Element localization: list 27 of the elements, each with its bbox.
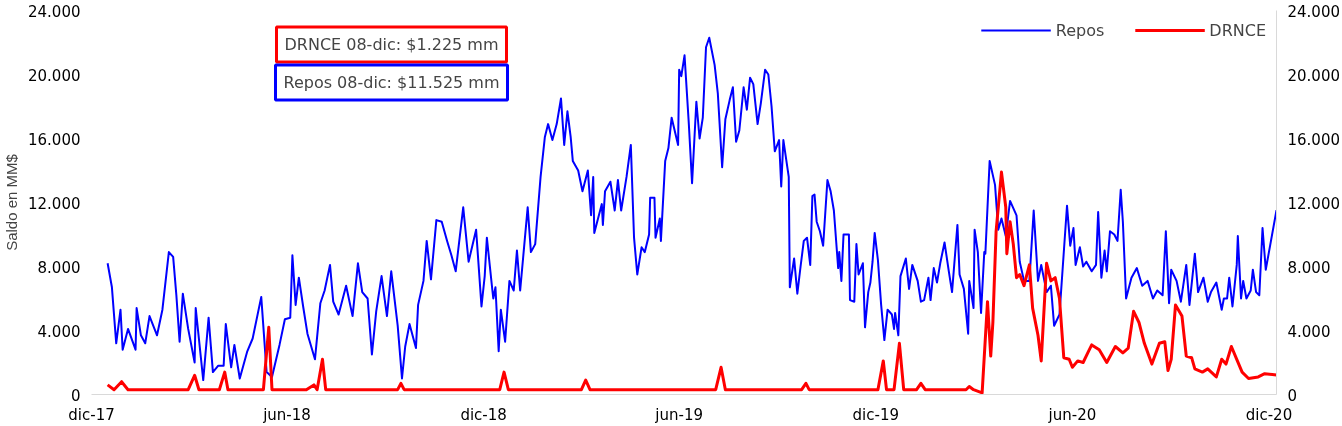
x-tick-label: dic-19: [852, 405, 899, 424]
y2-tick-label: 20.000: [1287, 66, 1340, 85]
x-tick-label: jun-18: [262, 405, 311, 424]
y2-tick-label: 4.000: [1287, 322, 1331, 341]
x-tick-label: dic-18: [460, 405, 507, 424]
x-tick-label: dic-17: [68, 405, 115, 424]
x-tick-label: jun-19: [654, 405, 704, 424]
y2-tick-label: 12.000: [1287, 194, 1340, 213]
y-tick-label: 24.000: [28, 2, 81, 21]
legend-label: DRNCE: [1209, 20, 1266, 40]
y-tick-label: 16.000: [28, 130, 81, 149]
y-tick-label: 20.000: [28, 66, 81, 85]
y2-tick-label: 0: [1287, 386, 1298, 405]
line-series: [106, 170, 1277, 395]
legend-label: Repos: [1055, 20, 1105, 40]
y-tick-label: 12.000: [28, 194, 81, 213]
y-tick-label: 4.000: [37, 322, 81, 341]
y-tick-label: 8.000: [37, 258, 81, 277]
y-tick-label: 0: [70, 386, 81, 405]
y-axis-title: Saldo en MM$: [3, 153, 21, 251]
x-tick-label: jun-20: [1047, 405, 1097, 424]
y2-tick-label: 24.000: [1287, 2, 1340, 21]
x-tick-label: dic-20: [1245, 405, 1293, 424]
y2-tick-label: 16.000: [1287, 130, 1340, 149]
annotation: DRNCE 08-dic: $1.225 mm: [284, 35, 499, 54]
y2-tick-label: 8.000: [1287, 258, 1331, 277]
annotation: Repos 08-dic: $11.525 mm: [283, 73, 500, 92]
